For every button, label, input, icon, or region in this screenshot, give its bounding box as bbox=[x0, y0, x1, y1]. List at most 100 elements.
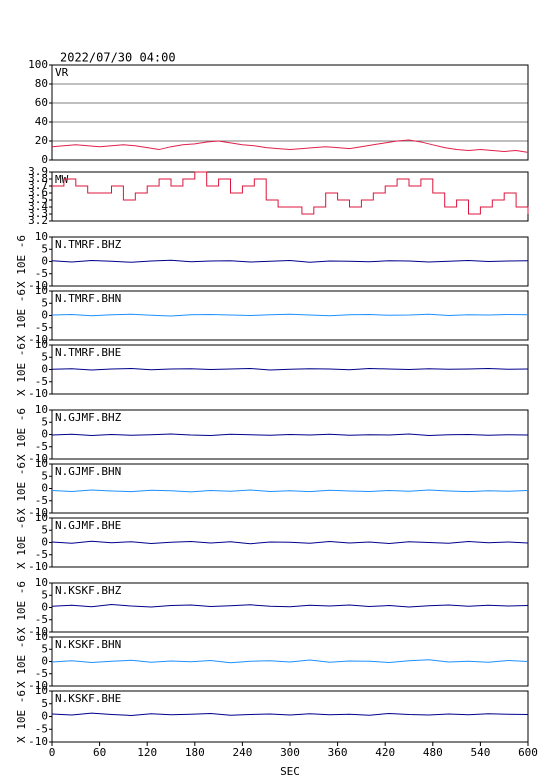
y-tick-label: 3.5 bbox=[28, 193, 48, 206]
y-tick-label: 10 bbox=[35, 457, 48, 470]
panel-label: N.GJMF.BHN bbox=[55, 465, 121, 478]
y-axis-label: X 10E -6 bbox=[15, 289, 28, 342]
y-tick-label: 3.4 bbox=[28, 200, 48, 213]
data-line bbox=[51, 368, 529, 371]
y-tick-label: -10 bbox=[28, 679, 48, 692]
y-tick-label: 10 bbox=[35, 630, 48, 643]
panel-frame bbox=[51, 582, 529, 633]
y-axis-label: X 10E -6 bbox=[15, 462, 28, 515]
y-tick-label: 3.2 bbox=[28, 214, 48, 227]
data-line bbox=[51, 489, 529, 493]
y-tick-label: 3.3 bbox=[28, 207, 48, 220]
y-tick-label: -5 bbox=[35, 321, 48, 334]
y-tick-label: 20 bbox=[35, 134, 48, 147]
panel-frame bbox=[51, 64, 529, 161]
y-tick-label: 5 bbox=[41, 415, 48, 428]
y-tick-label: -10 bbox=[28, 560, 48, 573]
panel-label: N.KSKF.BHN bbox=[55, 638, 121, 651]
y-tick-label: 5 bbox=[41, 350, 48, 363]
data-line bbox=[51, 433, 529, 436]
panel-label: N.TMRF.BHN bbox=[55, 292, 121, 305]
x-tick-label: 60 bbox=[93, 746, 106, 759]
data-line bbox=[51, 712, 529, 716]
y-tick-label: 5 bbox=[41, 296, 48, 309]
y-tick-label: -10 bbox=[28, 387, 48, 400]
y-tick-label: -10 bbox=[28, 279, 48, 292]
y-tick-label: 10 bbox=[35, 576, 48, 589]
y-tick-label: 5 bbox=[41, 588, 48, 601]
chart-title: 2022/07/30 04:00 bbox=[60, 51, 176, 65]
y-tick-label: 5 bbox=[41, 697, 48, 710]
y-axis-label: X 10E -6 bbox=[15, 581, 28, 634]
panel-label: VR bbox=[55, 66, 69, 79]
x-tick-label: 420 bbox=[375, 746, 395, 759]
y-tick-label: -10 bbox=[28, 625, 48, 638]
y-tick-label: 10 bbox=[35, 338, 48, 351]
y-tick-label: -5 bbox=[35, 494, 48, 507]
y-tick-label: -5 bbox=[35, 267, 48, 280]
y-tick-label: 0 bbox=[41, 363, 48, 376]
y-axis-label: X 10E -6 bbox=[15, 690, 28, 743]
panel-label: MW bbox=[55, 173, 69, 186]
y-tick-label: 10 bbox=[35, 284, 48, 297]
x-tick-label: 0 bbox=[49, 746, 56, 759]
x-tick-label: 600 bbox=[518, 746, 538, 759]
y-tick-label: 10 bbox=[35, 230, 48, 243]
y-tick-label: -10 bbox=[28, 735, 48, 748]
y-tick-label: -5 bbox=[35, 440, 48, 453]
panel-label: N.KSKF.BHE bbox=[55, 692, 121, 705]
data-line bbox=[51, 540, 529, 545]
y-tick-label: 0 bbox=[41, 255, 48, 268]
x-tick-label: 180 bbox=[185, 746, 205, 759]
data-line bbox=[52, 171, 529, 215]
y-tick-label: -5 bbox=[35, 613, 48, 626]
y-tick-label: 10 bbox=[35, 403, 48, 416]
y-tick-label: 0 bbox=[41, 601, 48, 614]
x-tick-label: 360 bbox=[328, 746, 348, 759]
y-tick-label: -5 bbox=[35, 548, 48, 561]
panel-frame bbox=[51, 463, 529, 514]
y-tick-label: 40 bbox=[35, 115, 48, 128]
y-tick-label: 100 bbox=[28, 58, 48, 71]
panel-label: N.KSKF.BHZ bbox=[55, 584, 122, 597]
y-tick-label: -5 bbox=[35, 722, 48, 735]
x-tick-label: 480 bbox=[423, 746, 443, 759]
y-tick-label: 0 bbox=[41, 710, 48, 723]
y-tick-label: 3.7 bbox=[28, 179, 48, 192]
x-tick-label: 240 bbox=[232, 746, 252, 759]
y-axis-label: X 10E -6 bbox=[15, 235, 28, 288]
x-tick-label: 120 bbox=[137, 746, 157, 759]
data-line bbox=[51, 313, 529, 317]
panel-frame bbox=[51, 171, 529, 222]
x-tick-label: 540 bbox=[470, 746, 490, 759]
panel-label: N.TMRF.BHZ bbox=[55, 238, 122, 251]
y-axis-label: X 10E -6 bbox=[15, 516, 28, 569]
y-tick-label: 5 bbox=[41, 242, 48, 255]
y-tick-label: 3.8 bbox=[28, 172, 48, 185]
y-axis-label: X 10E -6 bbox=[15, 343, 28, 396]
x-tick-label: 300 bbox=[280, 746, 300, 759]
data-line bbox=[51, 259, 529, 263]
panel-label: N.GJMF.BHE bbox=[55, 519, 121, 532]
y-tick-label: 10 bbox=[35, 684, 48, 697]
y-tick-label: 0 bbox=[41, 153, 48, 166]
y-tick-label: 80 bbox=[35, 77, 48, 90]
y-tick-label: 0 bbox=[41, 428, 48, 441]
y-tick-label: 0 bbox=[41, 309, 48, 322]
panel-label: N.TMRF.BHE bbox=[55, 346, 121, 359]
y-tick-label: -10 bbox=[28, 506, 48, 519]
y-tick-label: 0 bbox=[41, 536, 48, 549]
data-line bbox=[51, 659, 529, 664]
y-tick-label: 0 bbox=[41, 482, 48, 495]
y-tick-label: 5 bbox=[41, 523, 48, 536]
data-line bbox=[51, 139, 529, 153]
y-tick-label: -5 bbox=[35, 667, 48, 680]
panel-label: N.GJMF.BHZ bbox=[55, 411, 122, 424]
y-tick-label: -10 bbox=[28, 333, 48, 346]
y-tick-label: 10 bbox=[35, 511, 48, 524]
x-axis-label: SEC bbox=[280, 765, 300, 778]
y-tick-label: 5 bbox=[41, 469, 48, 482]
y-tick-label: 5 bbox=[41, 642, 48, 655]
data-line bbox=[51, 604, 529, 608]
